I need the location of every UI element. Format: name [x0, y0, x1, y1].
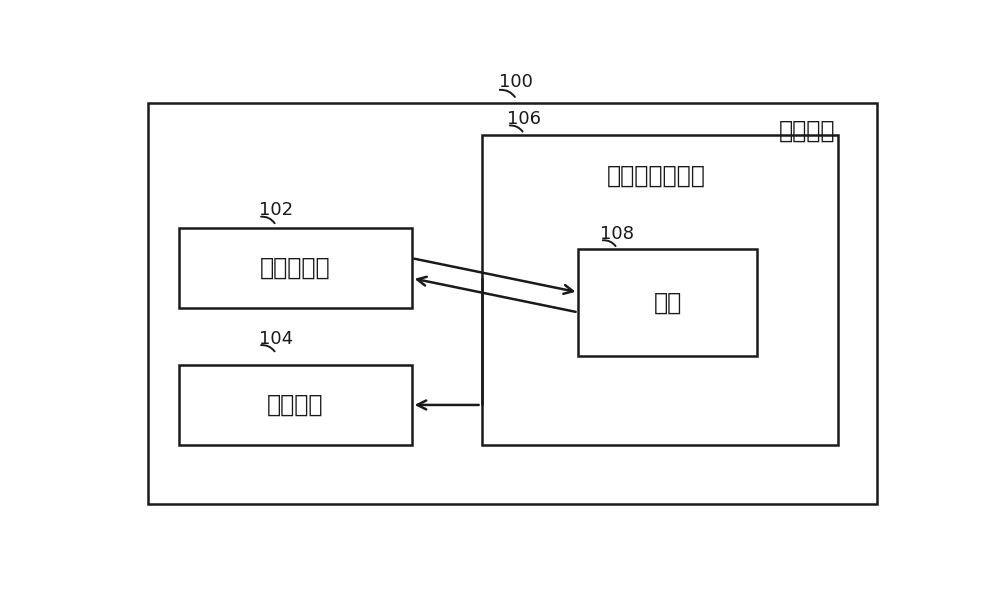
Text: 104: 104: [259, 330, 293, 348]
Text: 启动加载器: 启动加载器: [260, 256, 331, 280]
Text: 用户应用: 用户应用: [267, 393, 324, 417]
Bar: [179, 229, 412, 308]
Text: 102: 102: [259, 201, 293, 219]
Bar: [148, 103, 877, 504]
Text: 106: 106: [507, 110, 541, 128]
Bar: [179, 365, 412, 445]
Text: 密钥: 密钥: [653, 291, 682, 314]
Bar: [482, 135, 838, 445]
Text: 非易失性存储器: 非易失性存储器: [606, 164, 705, 188]
Bar: [578, 249, 757, 356]
Text: 100: 100: [499, 73, 533, 91]
Text: 集成电路: 集成电路: [779, 118, 835, 142]
Text: 108: 108: [600, 225, 634, 243]
